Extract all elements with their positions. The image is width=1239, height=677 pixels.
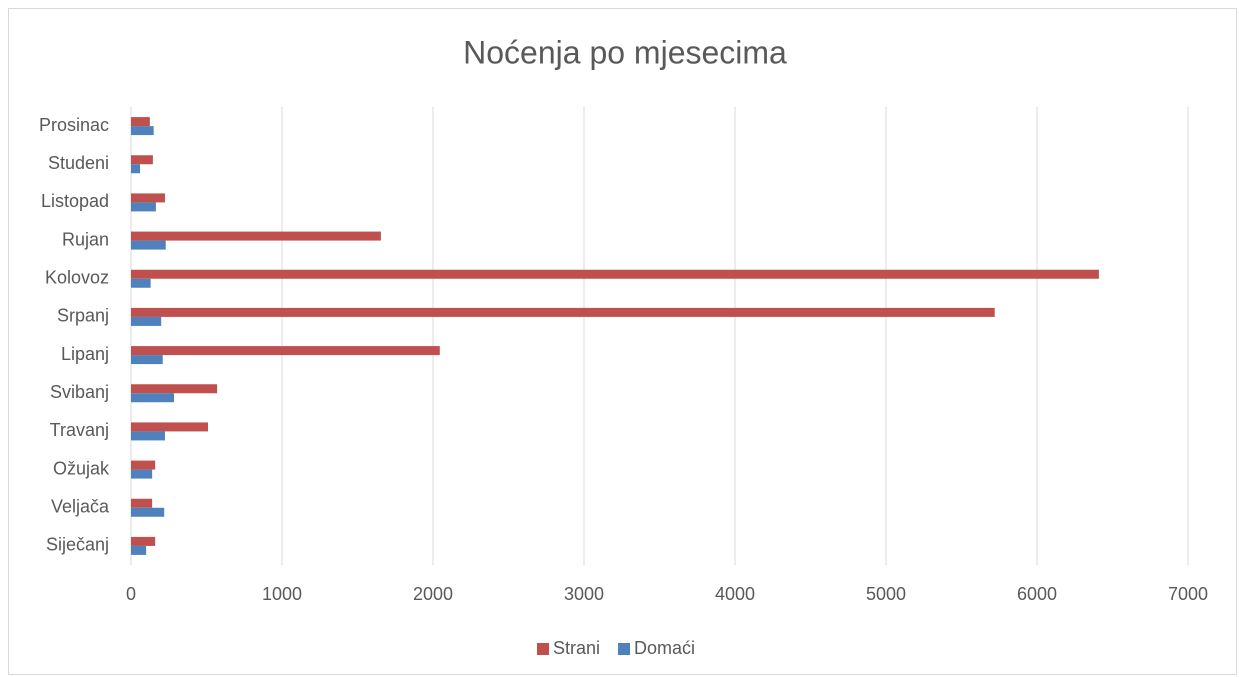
bar: [131, 202, 156, 212]
legend-swatch: [537, 643, 549, 655]
x-tick-label: 1000: [262, 584, 302, 604]
bar: [131, 346, 440, 356]
bar: [131, 164, 141, 174]
bar: [131, 240, 166, 250]
y-tick-label: Srpanj: [57, 306, 109, 326]
x-tick-label: 0: [126, 584, 136, 604]
bar: [131, 536, 156, 546]
bar: [131, 422, 209, 432]
bar: [131, 278, 151, 288]
bar: [131, 545, 147, 555]
bar: [131, 117, 150, 127]
y-tick-label: Ožujak: [53, 458, 110, 478]
y-tick-label: Studeni: [48, 153, 109, 173]
y-tick-label: Rujan: [62, 229, 109, 249]
chart-frame: [8, 8, 1237, 675]
y-tick-label: Lipanj: [61, 344, 109, 364]
x-tick-label: 6000: [1017, 584, 1057, 604]
bar: [131, 393, 175, 403]
y-tick-label: Listopad: [41, 191, 109, 211]
bar: [131, 507, 165, 517]
bar: [131, 355, 163, 365]
y-tick-label: Siječanj: [46, 535, 109, 555]
legend-swatch: [618, 643, 631, 655]
bar: [131, 498, 153, 508]
chart-title: Noćenja po mjesecima: [463, 34, 787, 70]
y-tick-label: Kolovoz: [45, 268, 109, 288]
y-tick-label: Svibanj: [50, 382, 109, 402]
bar: [131, 316, 162, 326]
bar: [131, 231, 381, 241]
bar: [131, 431, 165, 441]
x-tick-label: 7000: [1168, 584, 1208, 604]
x-tick-label: 5000: [866, 584, 906, 604]
bar: [131, 126, 154, 136]
y-tick-label: Travanj: [50, 420, 109, 440]
y-tick-label: Prosinac: [39, 115, 109, 135]
y-tick-label: Veljača: [51, 497, 110, 517]
x-tick-label: 4000: [715, 584, 755, 604]
legend-label: Domaći: [634, 638, 695, 658]
bar: [131, 193, 165, 203]
x-tick-label: 3000: [564, 584, 604, 604]
bar: [131, 269, 1099, 279]
x-tick-label: 2000: [413, 584, 453, 604]
bar: [131, 460, 156, 470]
legend-label: Strani: [553, 638, 600, 658]
bar: [131, 384, 218, 394]
bar: [131, 307, 995, 317]
bar: [131, 155, 153, 165]
bar: [131, 469, 153, 479]
